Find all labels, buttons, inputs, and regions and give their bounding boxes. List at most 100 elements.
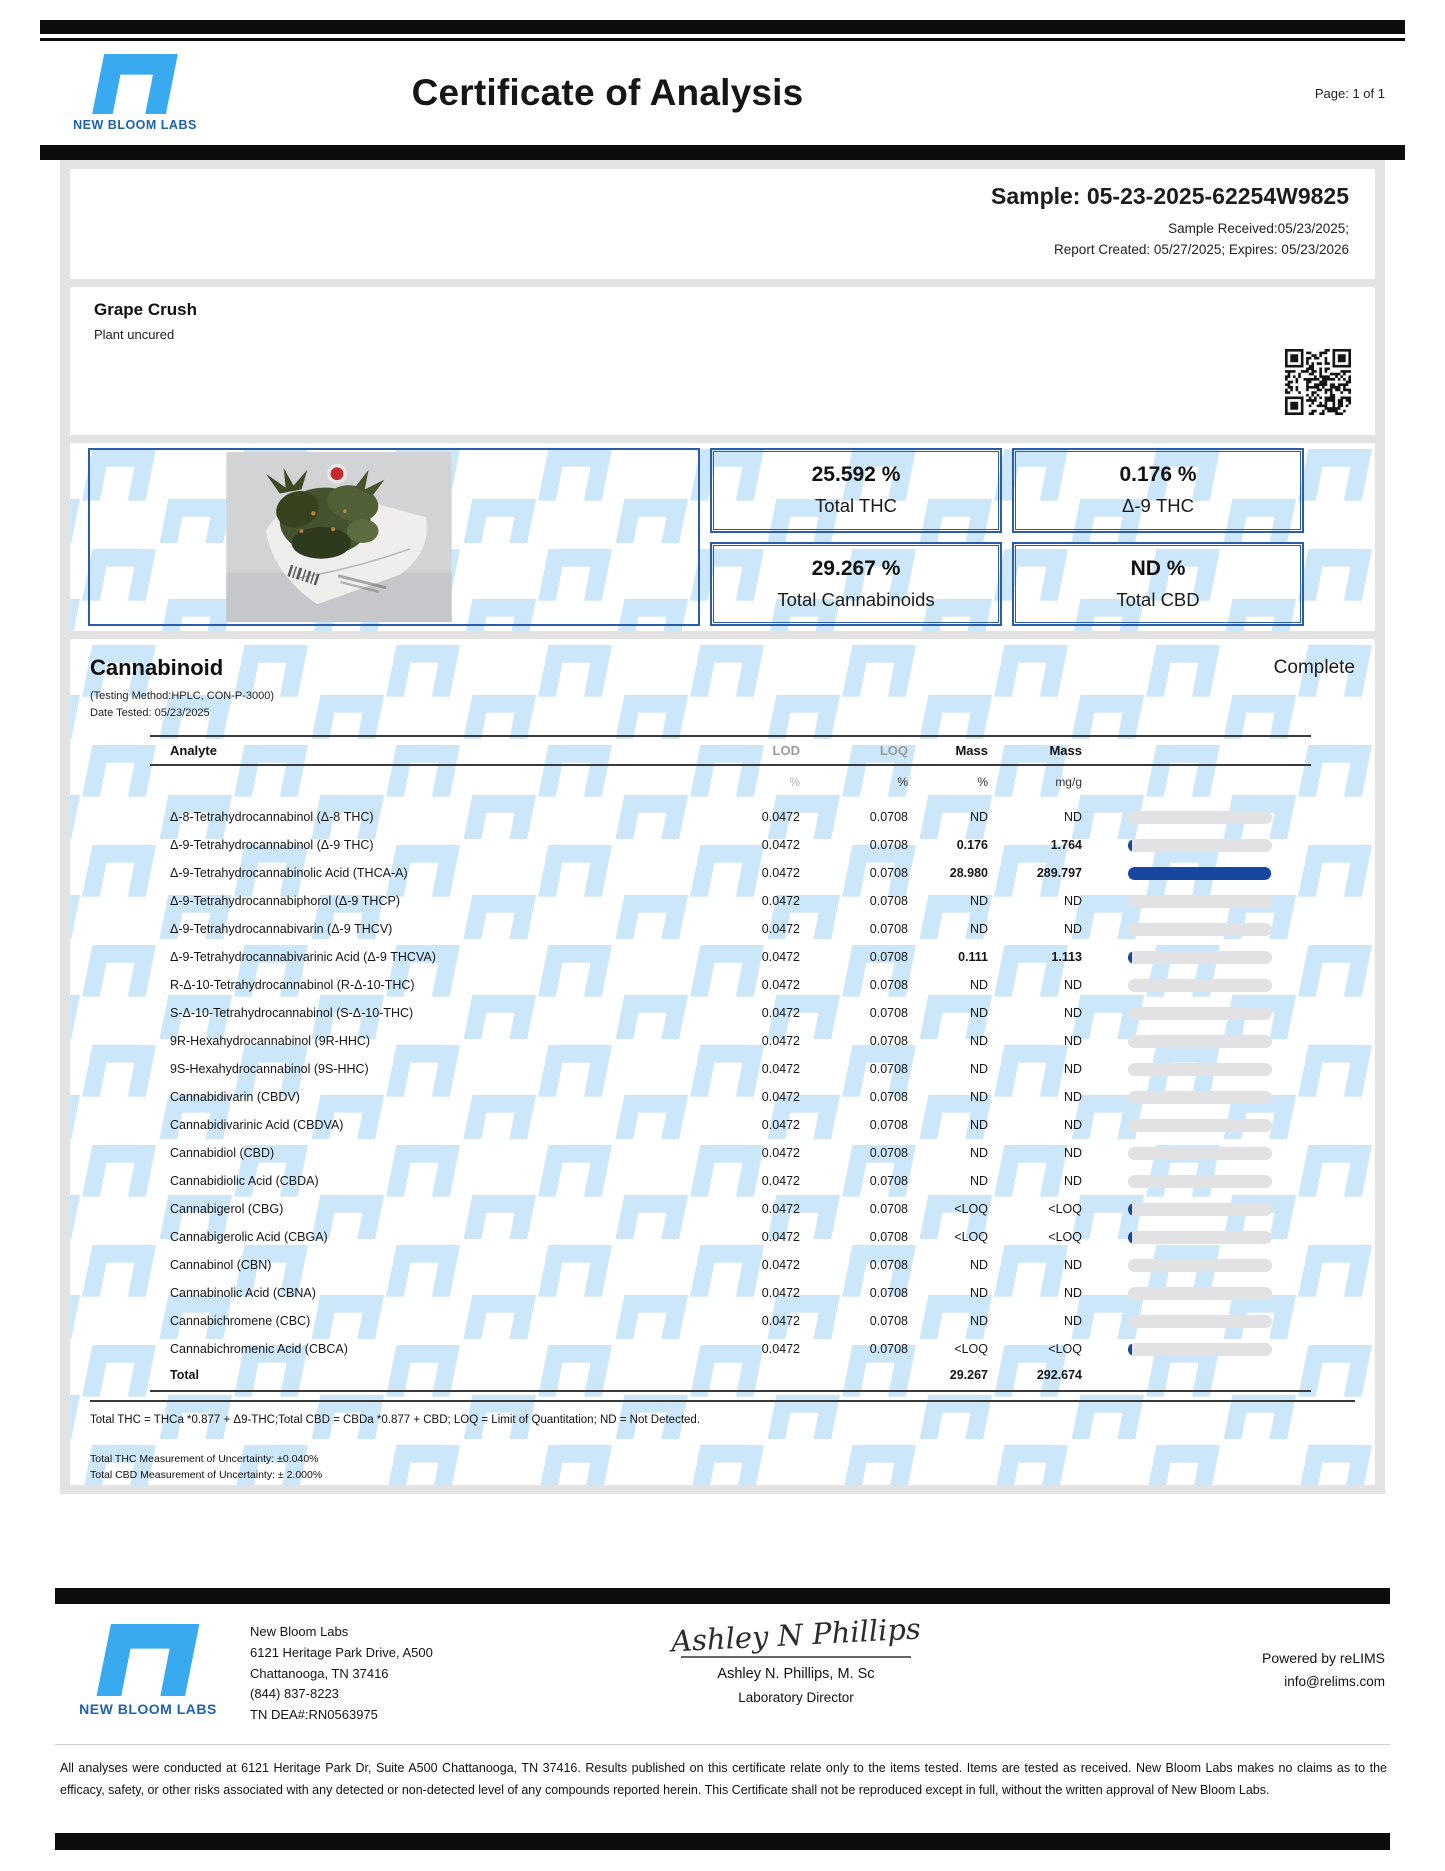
total-thc-box: 25.592 % Total THC (710, 448, 1002, 533)
table-units-row: % % % mg/g (150, 766, 1311, 803)
analyte-name: Cannabichromenic Acid (CBCA) (170, 1342, 348, 1356)
testing-method: (Testing Method:HPLC, CON-P-3000) (90, 690, 275, 702)
cannabinoid-section: Cannabinoid Complete (Testing Method:HPL… (70, 639, 1375, 1485)
mass-mgg-value: ND (1063, 1090, 1082, 1104)
loq-value: 0.0708 (869, 838, 908, 852)
table-row: Cannabichromene (CBC) 0.0472 0.0708 ND N… (150, 1307, 1311, 1335)
mass-bar-cell (1082, 1034, 1311, 1048)
sample-id: Sample: 05-23-2025-62254W9825 (990, 183, 1349, 209)
mass-mgg-value: <LOQ (1048, 1342, 1082, 1356)
mass-mgg-value: 1.113 (1051, 950, 1082, 964)
mass-percent-value: ND (969, 978, 988, 992)
table-row: Cannabidiolic Acid (CBDA) 0.0472 0.0708 … (150, 1167, 1311, 1195)
mass-percent-value: ND (969, 1258, 988, 1272)
total-thc-value: 25.592 % (811, 463, 901, 487)
results-summary: 25.592 % Total THC 29.267 % Total Cannab… (70, 443, 1375, 631)
loq-value: 0.0708 (869, 1342, 908, 1356)
mass-bar-cell (1082, 838, 1311, 852)
analyte-name: Δ-8-Tetrahydrocannabinol (Δ-8 THC) (170, 810, 374, 824)
sample-received: Sample Received:05/23/2025; (1168, 221, 1349, 236)
analyte-name: Cannabigerol (CBG) (170, 1202, 284, 1216)
analyte-name: Δ-9-Tetrahydrocannabivarinic Acid (Δ-9 T… (170, 950, 436, 964)
mass-bar-cell (1082, 1202, 1311, 1216)
total-cannabinoids-value: 29.267 % (811, 556, 901, 580)
loq-value: 0.0708 (869, 1230, 908, 1244)
mass-bar-track (1128, 1090, 1272, 1104)
analyte-name: Δ-9-Tetrahydrocannabinolic Acid (THCA-A) (170, 866, 408, 880)
bottom-bar (55, 1833, 1390, 1850)
mass-bar-cell (1082, 1314, 1311, 1328)
footer-top-bar (55, 1588, 1390, 1604)
mass-bar-cell (1082, 894, 1311, 908)
mass-mgg-value: ND (1063, 1146, 1082, 1160)
analyte-name: Cannabidivarinic Acid (CBDVA) (170, 1118, 344, 1132)
table-row: Cannabidivarinic Acid (CBDVA) 0.0472 0.0… (150, 1111, 1311, 1139)
mass-bar-cell (1082, 1230, 1311, 1244)
analyte-name: Cannabidiol (CBD) (170, 1146, 275, 1160)
mass-mgg-value: ND (1063, 1062, 1082, 1076)
table-row: Δ-8-Tetrahydrocannabinol (Δ-8 THC) 0.047… (150, 803, 1311, 831)
total-cbd-label: Total CBD (1116, 588, 1200, 610)
cannabinoid-table: Analyte LOD LOQ Mass Mass % % % mg/g (150, 735, 1311, 1392)
mass-bar-fill (1128, 950, 1132, 964)
mass-mgg-value: ND (1063, 894, 1082, 908)
mass-bar-track (1128, 1006, 1272, 1020)
mass-bar-cell (1082, 950, 1311, 964)
lod-value: 0.0472 (761, 1118, 800, 1132)
mass-bar-cell (1082, 1174, 1311, 1188)
mass-percent-value: <LOQ (954, 1230, 988, 1244)
lod-value: 0.0472 (761, 810, 800, 824)
mass-mgg-value: 289.797 (1036, 866, 1082, 880)
signer-name: Ashley N. Phillips, M. Sc (717, 1666, 875, 1682)
qr-code-icon (1285, 349, 1351, 415)
lod-value: 0.0472 (761, 1090, 800, 1104)
total-mass-pct: 29.267 (949, 1368, 988, 1382)
mass-bar-cell (1082, 866, 1311, 880)
mass-mgg-value: ND (1063, 1174, 1082, 1188)
mass-bar-cell (1082, 1062, 1311, 1076)
lod-value: 0.0472 (761, 1062, 800, 1076)
loq-value: 0.0708 (869, 950, 908, 964)
mass-percent-value: ND (969, 1286, 988, 1300)
lod-value: 0.0472 (761, 1230, 800, 1244)
mass-mgg-value: ND (1063, 978, 1082, 992)
loq-value: 0.0708 (869, 978, 908, 992)
cbd-uncertainty: Total CBD Measurement of Uncertainty: ± … (90, 1468, 323, 1481)
lod-value: 0.0472 (761, 978, 800, 992)
loq-value: 0.0708 (869, 1174, 908, 1188)
page-title: Certificate of Analysis (411, 72, 804, 113)
loq-value: 0.0708 (869, 1034, 908, 1048)
loq-value: 0.0708 (869, 1286, 908, 1300)
mass-bar-fill (1128, 1202, 1132, 1216)
mass-percent-value: ND (969, 894, 988, 908)
loq-value: 0.0708 (869, 1118, 908, 1132)
analyte-name: 9R-Hexahydrocannabinol (9R-HHC) (170, 1034, 371, 1048)
thc-uncertainty: Total THC Measurement of Uncertainty: ±0… (90, 1453, 319, 1465)
mass-percent-value: ND (969, 922, 988, 936)
analyte-name: Δ-9-Tetrahydrocannabinol (Δ-9 THC) (170, 838, 374, 852)
mass-bar-track (1128, 1230, 1272, 1244)
header: NEW BLOOM LABS Certificate of Analysis P… (0, 41, 1445, 145)
mass-mgg-value: ND (1063, 922, 1082, 936)
lod-value: 0.0472 (761, 838, 800, 852)
analyte-name: S-Δ-10-Tetrahydrocannabinol (S-Δ-10-THC) (170, 1006, 414, 1020)
mass-bar-track (1128, 1258, 1272, 1272)
analyte-name: Cannabidiolic Acid (CBDA) (170, 1174, 319, 1188)
mass-percent-value: ND (969, 1090, 988, 1104)
section-status: Complete (1273, 657, 1355, 678)
col-header-analyte: Analyte (170, 743, 217, 758)
lod-value: 0.0472 (761, 1314, 800, 1328)
table-row: Cannabinol (CBN) 0.0472 0.0708 ND ND (150, 1251, 1311, 1279)
lod-value: 0.0472 (761, 1006, 800, 1020)
mass-mgg-value: 1.764 (1050, 838, 1082, 852)
mass-bar-track (1128, 950, 1272, 964)
mass-percent-value: ND (969, 1146, 988, 1160)
lod-value: 0.0472 (761, 1034, 800, 1048)
mass-bar-fill (1128, 1230, 1132, 1244)
table-row: Cannabigerol (CBG) 0.0472 0.0708 <LOQ <L… (150, 1195, 1311, 1223)
brand-logo-icon (96, 1624, 200, 1696)
mass-bar-track (1128, 1146, 1272, 1160)
mass-mgg-value: ND (1063, 810, 1082, 824)
table-row: Δ-9-Tetrahydrocannabiphorol (Δ-9 THCP) 0… (150, 887, 1311, 915)
